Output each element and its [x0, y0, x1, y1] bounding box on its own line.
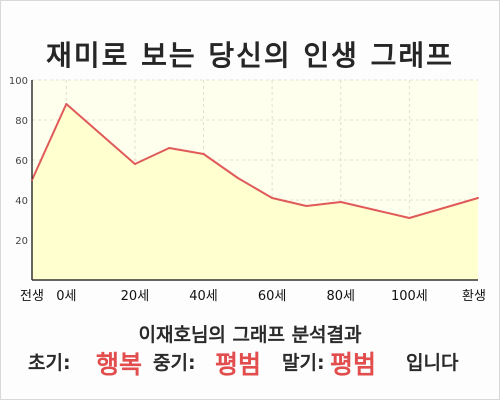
x-tick-label: 0세	[56, 289, 76, 304]
data-point	[305, 205, 308, 207]
late-label: 말기:	[282, 352, 325, 374]
y-tick-label: 60	[15, 156, 28, 167]
x-tick-label: 환생	[462, 289, 486, 304]
y-tick-label: 20	[15, 236, 28, 247]
x-tick-label: 전생	[20, 289, 44, 304]
y-tick-label: 80	[15, 116, 28, 127]
data-point	[31, 179, 33, 181]
series-line	[31, 103, 479, 219]
early-value: 행복	[96, 350, 143, 379]
data-point	[202, 153, 205, 155]
late-value: 평범	[330, 350, 377, 379]
x-tick-label: 80세	[327, 289, 356, 304]
data-point	[339, 201, 342, 203]
area-fill	[32, 104, 478, 280]
y-tick-label: 40	[15, 196, 28, 207]
data-point	[65, 103, 68, 105]
x-axis-ticks: 전생 0세 20세 40세 60세 80세 100세 환생	[20, 289, 486, 304]
x-tick-label: 100세	[391, 289, 428, 304]
data-point	[477, 197, 479, 199]
y-tick-label: 100	[9, 76, 28, 87]
data-point	[99, 133, 102, 135]
data-point	[374, 209, 377, 211]
data-point	[271, 197, 274, 199]
result-title: 이재호님의 그래프 분석결과	[138, 324, 362, 346]
x-tick-label: 40세	[189, 289, 218, 304]
x-tick-label: 20세	[121, 289, 150, 304]
x-tick-label: 60세	[258, 289, 287, 304]
middle-label: 중기:	[153, 352, 196, 374]
data-point	[168, 147, 171, 149]
y-axis-ticks: 20 40 60 80 100	[9, 76, 28, 247]
result-suffix: 입니다	[406, 352, 459, 374]
data-point	[236, 177, 239, 179]
data-point	[442, 207, 445, 209]
early-label: 초기:	[28, 352, 71, 374]
data-point	[408, 217, 411, 219]
middle-value: 평범	[215, 350, 262, 379]
page-title: 재미로 보는 당신의 인생 그래프	[46, 39, 454, 72]
data-point	[133, 163, 136, 165]
